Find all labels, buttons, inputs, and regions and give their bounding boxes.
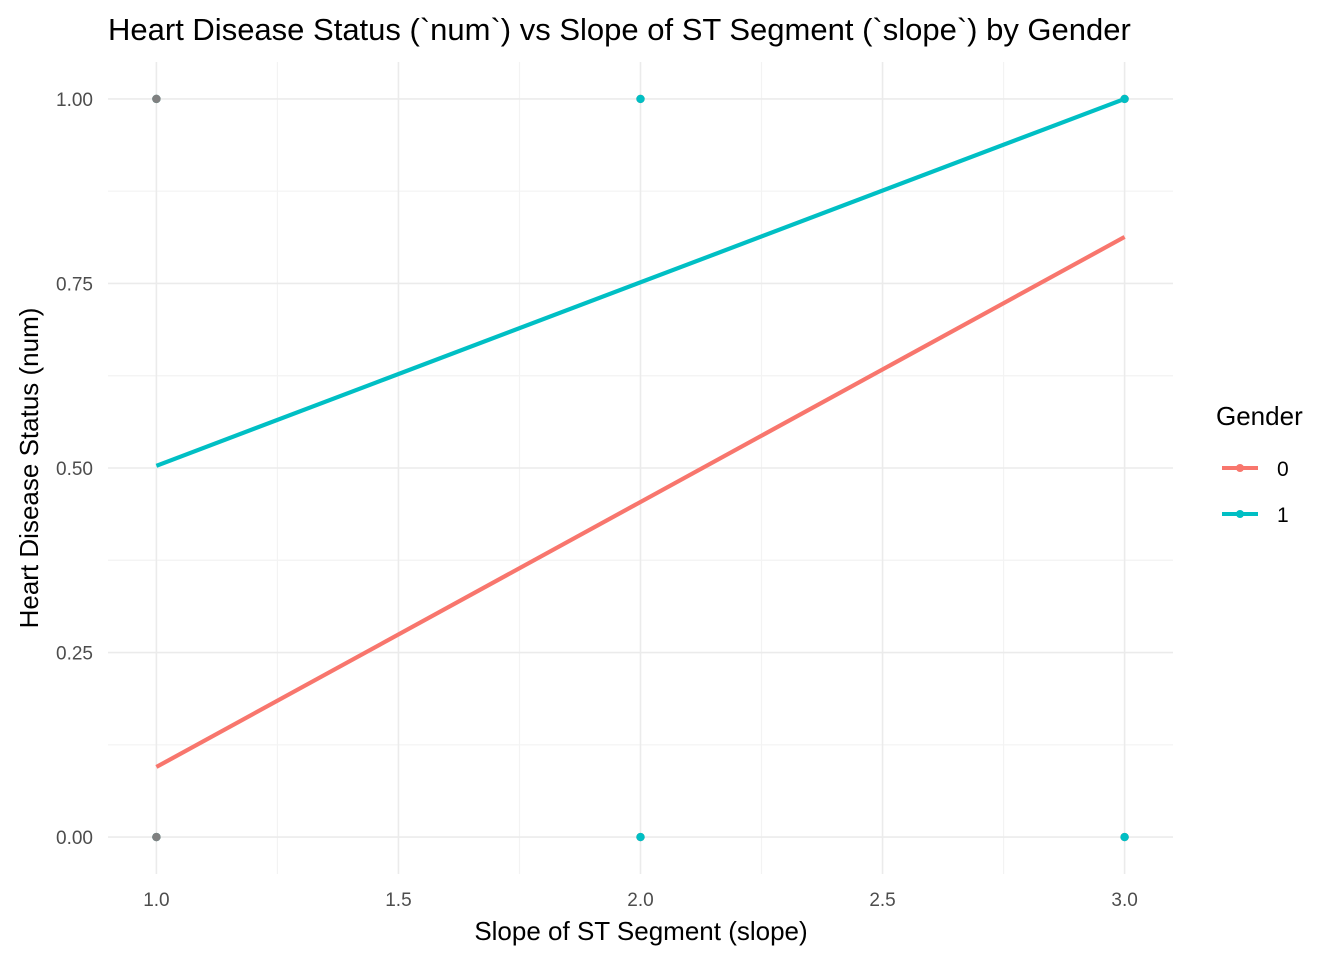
- data-point-gender-1: [1120, 832, 1129, 842]
- data-point-gender-1: [636, 832, 645, 842]
- legend-label: 0: [1277, 458, 1289, 481]
- chart-title: Heart Disease Status (`num`) vs Slope of…: [108, 12, 1131, 47]
- data-point-gender-1: [1120, 94, 1129, 104]
- y-axis-title: Heart Disease Status (num): [14, 308, 44, 629]
- y-tick-label: 1.00: [56, 90, 93, 111]
- major-grid: [108, 62, 1173, 874]
- x-tick-label: 3.0: [1111, 890, 1137, 911]
- y-tick-label: 0.25: [56, 644, 93, 665]
- fit-line-gender-1: [155, 96, 1126, 468]
- legend-items: 01: [1222, 458, 1289, 527]
- legend-label: 1: [1277, 504, 1289, 527]
- x-tick-label: 2.0: [627, 890, 653, 911]
- fit-lines: [155, 96, 1126, 769]
- y-tick-label: 0.00: [56, 828, 93, 849]
- legend-item-1: 1: [1222, 504, 1289, 527]
- x-tick-labels: 1.0 1.5 2.0 2.5 3.0: [143, 890, 1138, 911]
- y-tick-label: 0.50: [56, 459, 93, 480]
- legend-key-point: [1236, 464, 1244, 472]
- legend-title: Gender: [1216, 401, 1303, 431]
- legend-key-point: [1236, 510, 1244, 518]
- fit-line-gender-0: [155, 235, 1126, 769]
- x-tick-label: 2.5: [869, 890, 895, 911]
- x-tick-label: 1.0: [143, 890, 169, 911]
- x-axis-title: Slope of ST Segment (slope): [474, 916, 807, 946]
- y-tick-label: 0.75: [56, 274, 93, 295]
- data-point-overlap: [152, 94, 161, 104]
- x-tick-label: 1.5: [385, 890, 411, 911]
- data-points: [152, 94, 1129, 842]
- data-point-overlap: [152, 832, 161, 842]
- y-tick-labels: 0.00 0.25 0.50 0.75 1.00: [56, 90, 93, 849]
- legend: Gender 01: [1216, 401, 1303, 527]
- data-point-gender-1: [636, 94, 645, 104]
- legend-item-0: 0: [1222, 458, 1289, 481]
